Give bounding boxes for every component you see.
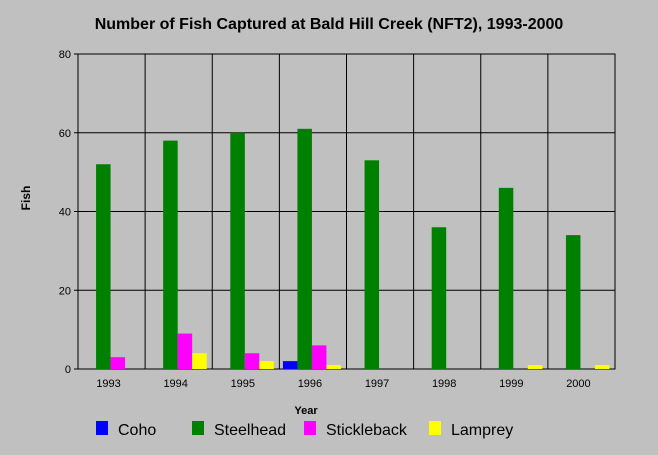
bars — [96, 128, 610, 369]
bar-lamprey-1996 — [326, 365, 341, 369]
bar-stickleback-1993 — [110, 357, 126, 369]
bar-steelhead-2000 — [565, 235, 581, 369]
y-tick-label: 0 — [65, 364, 71, 376]
y-tick-label: 80 — [59, 49, 71, 61]
x-axis-label: Year — [294, 405, 318, 417]
legend: Coho Steelhead Stickleback Lamprey — [96, 421, 513, 439]
y-tick-label: 20 — [59, 285, 71, 297]
y-tick-labels: 0 20 40 60 80 — [59, 49, 71, 376]
bar-lamprey-1995 — [259, 361, 274, 369]
bar-lamprey-1994 — [192, 353, 207, 369]
x-tick-label: 1994 — [163, 378, 187, 390]
chart-title: Number of Fish Captured at Bald Hill Cre… — [95, 16, 564, 33]
legend-label-coho: Coho — [118, 422, 156, 439]
legend-label-lamprey: Lamprey — [451, 422, 513, 439]
bar-coho-1996 — [282, 361, 298, 369]
x-tick-label: 1999 — [499, 378, 523, 390]
legend-swatch-stickleback — [304, 421, 316, 435]
x-tick-label: 1997 — [365, 378, 389, 390]
x-tick-label: 1998 — [432, 378, 456, 390]
legend-swatch-steelhead — [192, 421, 204, 435]
bar-lamprey-1999 — [527, 365, 543, 369]
bar-stickleback-1994 — [177, 333, 193, 369]
x-tick-label: 1995 — [231, 378, 255, 390]
bar-steelhead-1999 — [498, 187, 514, 369]
y-axis-label: Fish — [19, 186, 33, 211]
x-tick-label: 2000 — [566, 378, 590, 390]
bar-stickleback-1996 — [311, 345, 327, 369]
x-tick-labels: 1993 1994 1995 1996 1997 1998 1999 2000 — [96, 378, 590, 390]
bar-steelhead-1995 — [230, 132, 245, 369]
y-tick-label: 60 — [59, 128, 71, 140]
x-tick-label: 1996 — [298, 378, 322, 390]
legend-swatch-coho — [96, 421, 108, 435]
bar-steelhead-1996 — [297, 128, 312, 369]
bar-lamprey-2000 — [594, 365, 610, 369]
legend-swatch-lamprey — [429, 421, 441, 435]
bar-steelhead-1998 — [431, 227, 447, 369]
y-tick-label: 40 — [59, 207, 71, 219]
bar-steelhead-1993 — [96, 164, 111, 369]
bar-stickleback-1995 — [244, 353, 260, 369]
legend-label-stickleback: Stickleback — [326, 422, 408, 439]
x-tick-label: 1993 — [96, 378, 120, 390]
bar-steelhead-1994 — [163, 140, 178, 369]
bar-steelhead-1997 — [364, 160, 380, 369]
legend-label-steelhead: Steelhead — [214, 422, 286, 439]
